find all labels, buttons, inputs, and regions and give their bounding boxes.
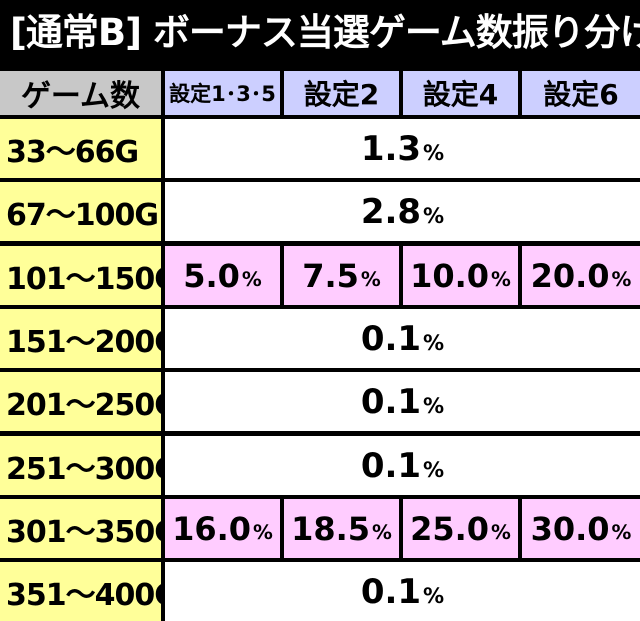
value-cell-all-settings: 0.1% <box>165 562 640 621</box>
value-cell-setting: 20.0% <box>522 246 640 305</box>
table-row: 33〜66G 1.3% <box>0 119 640 178</box>
game-range-cell: 351〜400G <box>0 562 179 621</box>
header-setting-6: 設定6 <box>522 71 640 115</box>
value-cell-setting: 7.5% <box>284 246 399 305</box>
value-cell-all-settings: 0.1% <box>165 436 640 495</box>
probability-value: 5.0 <box>183 256 240 295</box>
header-setting-2: 設定2 <box>284 71 399 115</box>
percent-unit: % <box>491 268 511 291</box>
table-row: 67〜100G 2.8% <box>0 182 640 241</box>
percent-unit: % <box>253 521 273 544</box>
value-cell-setting: 18.5% <box>284 499 399 558</box>
game-range-cell: 151〜200G <box>0 309 179 368</box>
probability-value: 18.5 <box>291 509 371 548</box>
probability-value: 30.0 <box>530 509 610 548</box>
game-range-cell: 251〜300G <box>0 436 179 495</box>
page-title: [通常B] ボーナス当選ゲーム数振り分け <box>10 11 640 54</box>
percent-unit: % <box>491 521 511 544</box>
percent-unit: % <box>611 268 632 291</box>
probability-value: 1.3 <box>360 128 422 169</box>
value-cell-setting: 25.0% <box>403 499 518 558</box>
percent-unit: % <box>423 393 445 418</box>
table-header: ゲーム数 設定1･3･5 設定2 設定4 設定6 <box>0 71 640 115</box>
percent-unit: % <box>241 268 262 291</box>
game-range-cell: 301〜350G <box>0 499 179 558</box>
probability-value: 16.0 <box>172 509 252 548</box>
table-row: 301〜350G 16.0% 18.5% 25.0% 30.0% <box>0 499 640 558</box>
probability-value: 2.8 <box>360 191 422 232</box>
table-row: 201〜250G 0.1% <box>0 372 640 431</box>
probability-value: 20.0 <box>530 256 610 295</box>
percent-unit: % <box>423 203 445 228</box>
table-row: 351〜400G 0.1% <box>0 562 640 621</box>
probability-value: 0.1 <box>360 445 422 486</box>
header-setting-4: 設定4 <box>403 71 518 115</box>
game-range-cell: 33〜66G <box>0 119 161 178</box>
probability-value: 0.1 <box>360 318 422 359</box>
percent-unit: % <box>611 521 632 544</box>
probability-value: 0.1 <box>360 571 422 612</box>
table-row: 151〜200G 0.1% <box>0 309 640 368</box>
game-range-cell: 67〜100G <box>0 182 161 241</box>
probability-value: 0.1 <box>360 381 422 422</box>
header-setting-1-3-5: 設定1･3･5 <box>165 71 280 115</box>
percent-unit: % <box>360 268 381 291</box>
probability-value: 7.5 <box>302 256 359 295</box>
value-cell-all-settings: 2.8% <box>165 182 640 241</box>
percent-unit: % <box>372 521 392 544</box>
table-row: 251〜300G 0.1% <box>0 436 640 495</box>
value-cell-setting: 16.0% <box>165 499 280 558</box>
value-cell-all-settings: 0.1% <box>165 309 640 368</box>
value-cell-setting: 10.0% <box>403 246 518 305</box>
percent-unit: % <box>423 583 445 608</box>
value-cell-all-settings: 0.1% <box>165 372 640 431</box>
game-range-cell: 201〜250G <box>0 372 179 431</box>
game-range-cell: 101〜150G <box>0 246 179 305</box>
value-cell-setting: 5.0% <box>165 246 280 305</box>
percent-unit: % <box>423 330 445 355</box>
header-game-count: ゲーム数 <box>0 71 161 115</box>
table-row: 101〜150G 5.0% 7.5% 10.0% 20.0% <box>0 246 640 305</box>
probability-value: 10.0 <box>410 256 490 295</box>
value-cell-all-settings: 1.3% <box>165 119 640 178</box>
value-cell-setting: 30.0% <box>522 499 640 558</box>
probability-value: 25.0 <box>410 509 490 548</box>
percent-unit: % <box>423 140 445 165</box>
percent-unit: % <box>423 457 445 482</box>
